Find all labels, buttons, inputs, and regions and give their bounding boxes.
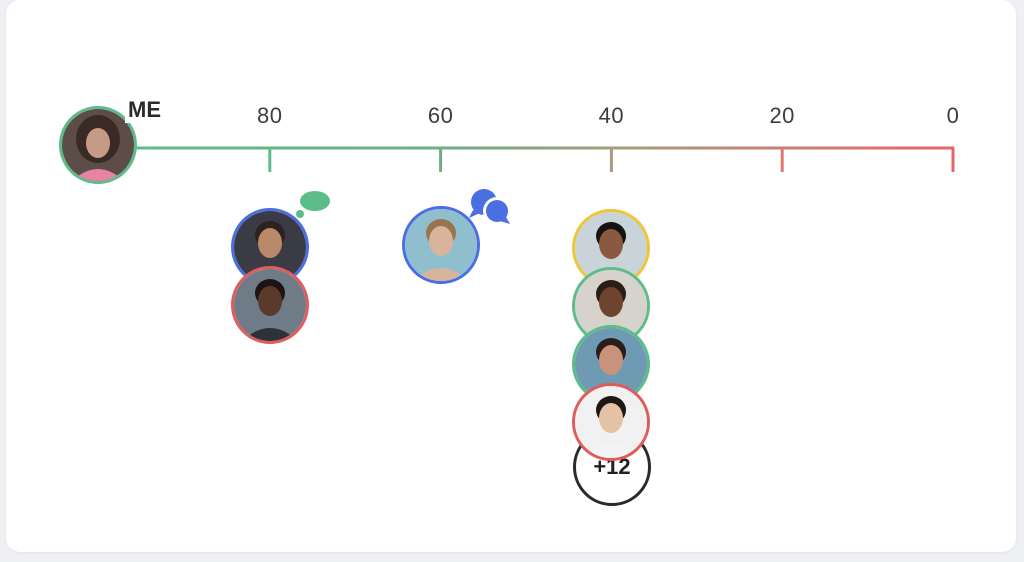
person-avatar[interactable] [572,383,651,461]
me-avatar[interactable] [59,106,137,184]
score-card [6,0,1016,552]
person-avatar[interactable] [401,206,480,284]
thought-bubble-icon [290,189,333,223]
person-photo [233,269,306,341]
person-avatar[interactable] [230,266,309,344]
me-label: ME [125,97,164,123]
tick-label-0: 0 [946,103,960,128]
chat-bubbles-icon [468,186,511,225]
tick-label-20: 20 [769,103,795,128]
person-photo [404,209,477,281]
tick-label-40: 40 [598,103,625,128]
me-photo [62,109,134,181]
tick-label-60: 60 [427,103,454,128]
tick-label-80: 80 [257,103,283,128]
person-avatar[interactable] [572,267,651,345]
person-photo [575,386,648,458]
person-photo [575,270,648,342]
